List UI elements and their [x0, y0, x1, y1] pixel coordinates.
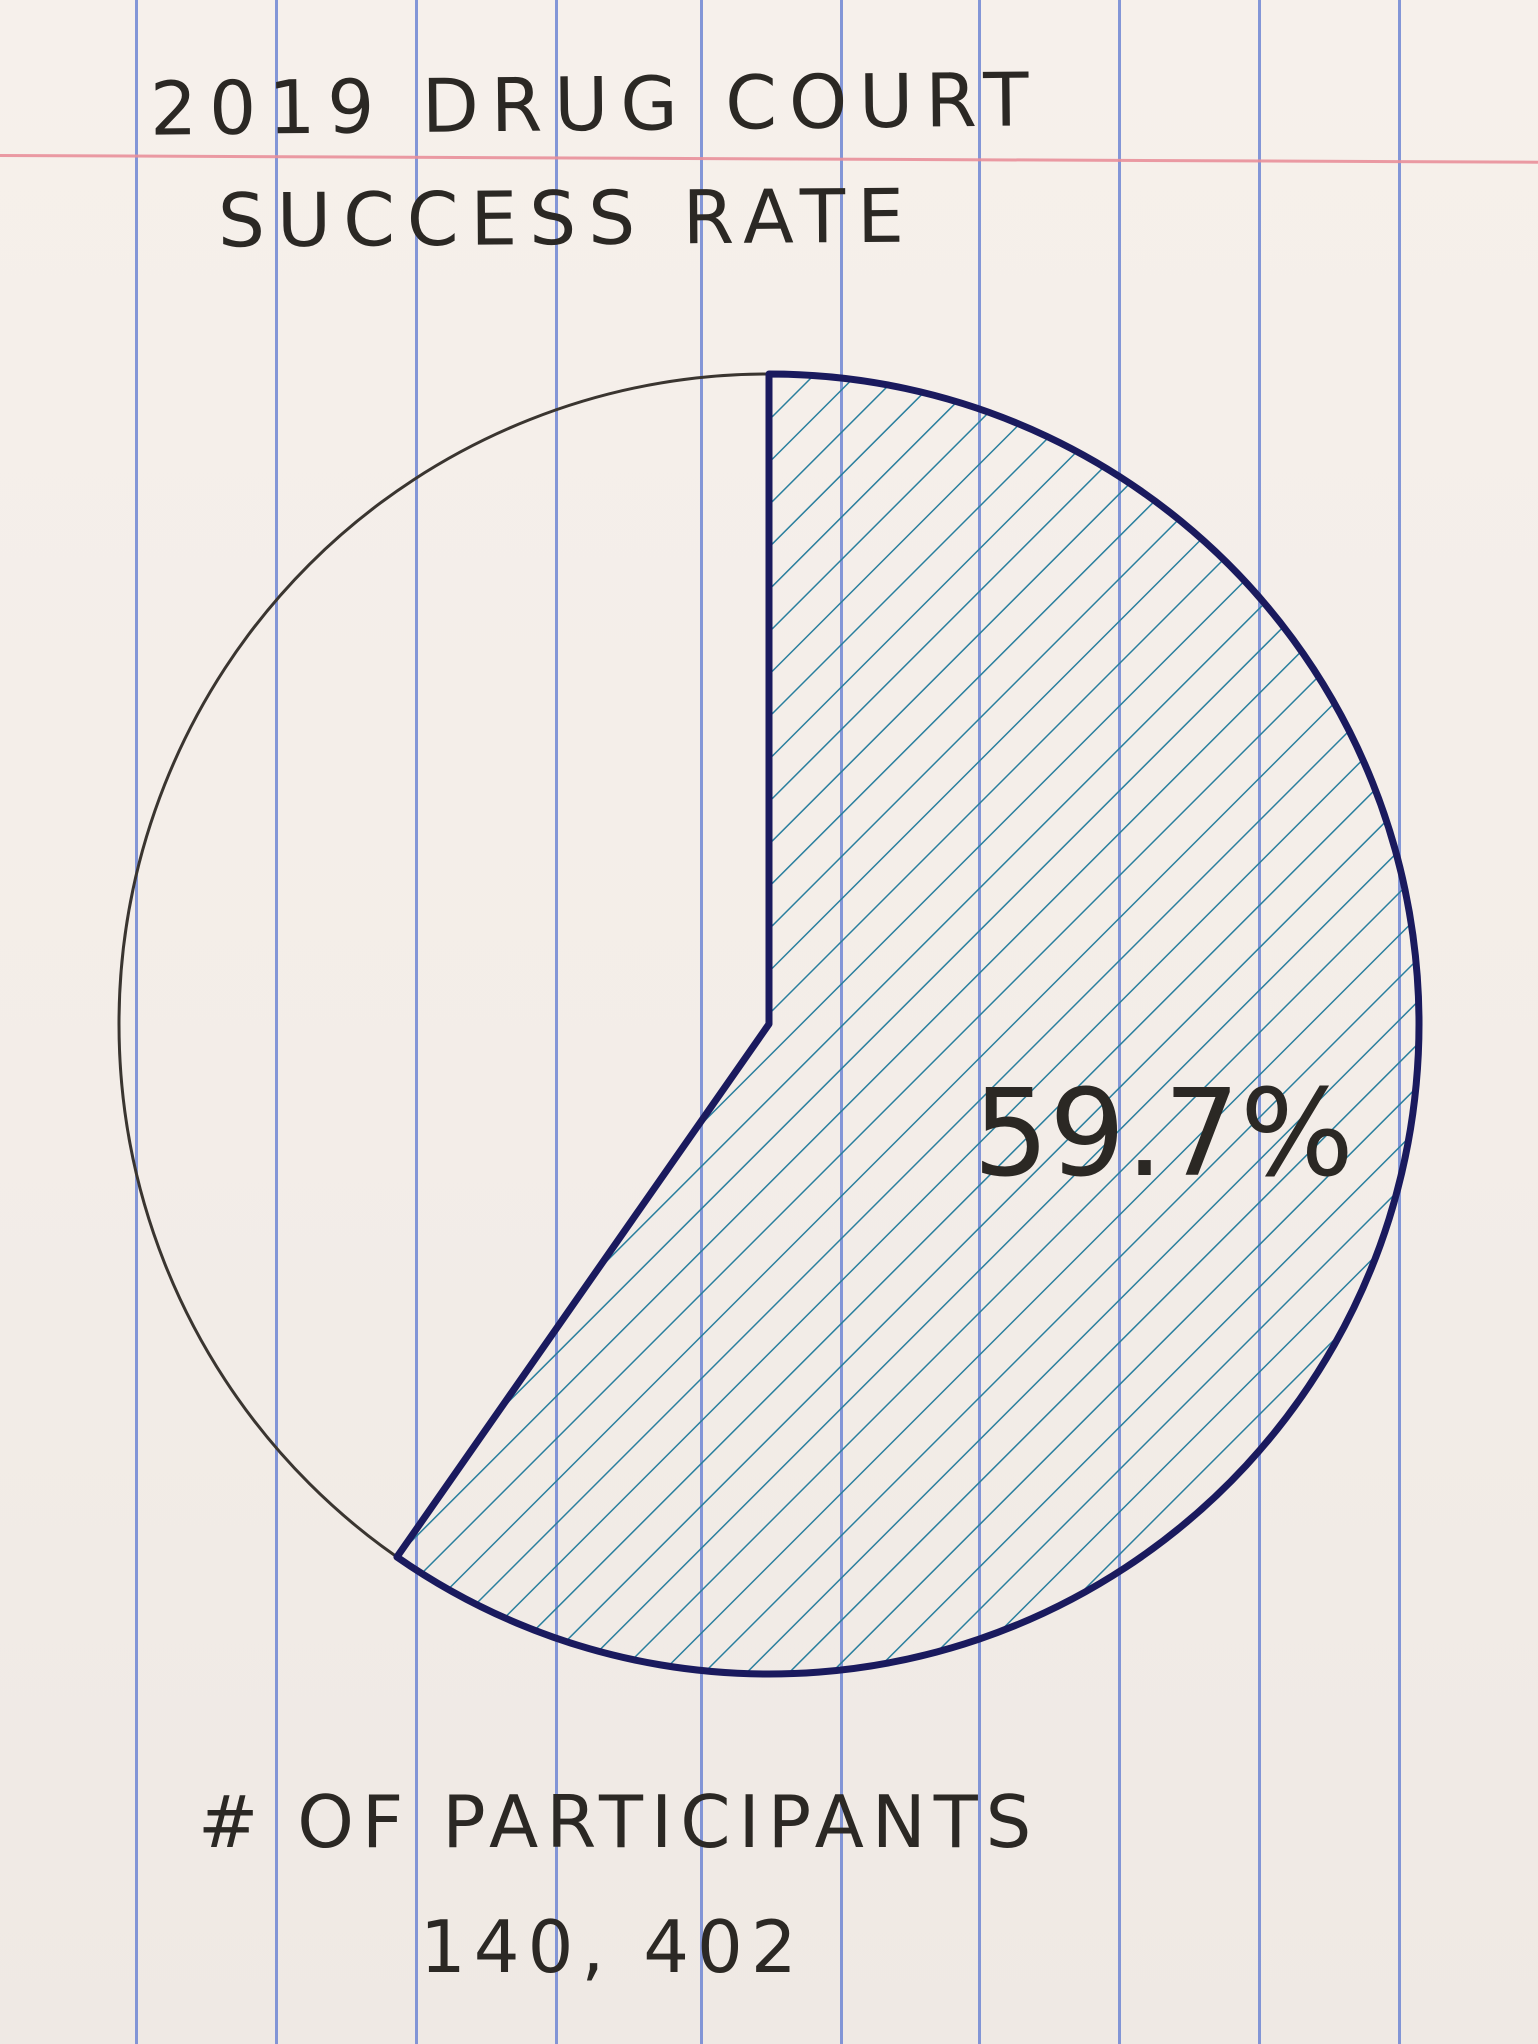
rule-line	[700, 0, 703, 2044]
participants-value: 140, 402	[420, 1905, 805, 1989]
pie-slice	[393, 370, 1423, 1678]
slice-label: 59.7%	[973, 1065, 1354, 1204]
rule-line	[415, 0, 418, 2044]
participants-label: # OF PARTICIPANTS	[198, 1780, 1040, 1864]
rule-line	[135, 0, 138, 2044]
rule-line	[275, 0, 278, 2044]
rule-line	[555, 0, 558, 2044]
